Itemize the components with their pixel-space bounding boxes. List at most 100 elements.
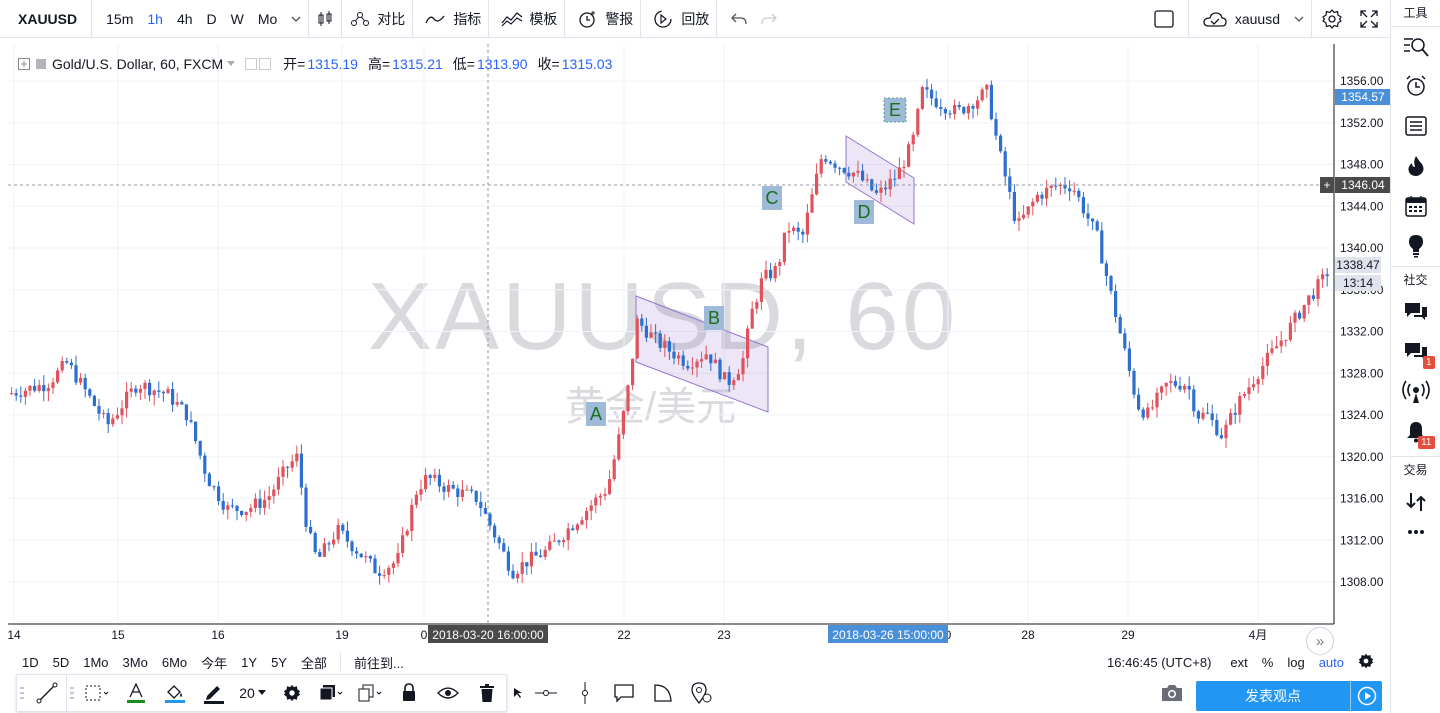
drag-handle-icon[interactable]: [67, 675, 77, 711]
candle: [612, 454, 616, 482]
interval-4h[interactable]: 4h: [176, 10, 193, 27]
expand-icon[interactable]: [18, 58, 30, 70]
notifications-bell-icon[interactable]: 11: [1391, 412, 1440, 452]
line-width-dropdown[interactable]: 20: [233, 675, 272, 711]
range-1y[interactable]: 1Y: [241, 654, 258, 670]
camera-snapshot-icon[interactable]: [1160, 683, 1184, 706]
settings-gear-icon[interactable]: [272, 675, 311, 711]
news-icon[interactable]: [1391, 106, 1440, 146]
divider: [488, 0, 490, 38]
watchlist-search-icon[interactable]: [1390, 26, 1440, 66]
trash-icon[interactable]: [467, 675, 506, 711]
hotlist-flame-icon[interactable]: [1391, 146, 1440, 186]
trend-line-icon[interactable]: [27, 675, 66, 711]
gear-icon[interactable]: [1312, 0, 1352, 38]
candle: [874, 183, 878, 195]
candle: [686, 360, 690, 372]
candle: [723, 372, 727, 380]
ext-toggle[interactable]: ext: [1230, 654, 1248, 670]
select-area-icon[interactable]: [77, 675, 116, 711]
candle: [920, 85, 924, 111]
callout-icon[interactable]: [604, 675, 643, 711]
interval-mo[interactable]: Mo: [257, 10, 278, 27]
more-dots-icon[interactable]: [1391, 522, 1440, 542]
legend-chevron-icon[interactable]: [227, 61, 236, 67]
candle: [37, 379, 41, 393]
visibility-eye-icon[interactable]: [428, 675, 467, 711]
indicators-button[interactable]: 指标: [413, 0, 488, 38]
redo-icon[interactable]: [754, 0, 784, 38]
range-1mo[interactable]: 1Mo: [83, 654, 109, 670]
range-3mo[interactable]: 3Mo: [122, 654, 148, 670]
alerts-button[interactable]: 警报: [565, 0, 640, 38]
candle: [957, 101, 961, 111]
candle: [1302, 304, 1306, 323]
replay-button[interactable]: 回放: [641, 0, 716, 38]
fullscreen-layout-icon[interactable]: [1147, 0, 1188, 38]
interval-d[interactable]: D: [206, 10, 217, 27]
range-6mo[interactable]: 6Mo: [161, 654, 188, 670]
publish-idea-button[interactable]: 发表观点: [1196, 681, 1382, 711]
ideas-lightbulb-icon[interactable]: [1391, 226, 1440, 266]
interval-1h[interactable]: 1h: [147, 10, 163, 27]
drag-handle-icon[interactable]: [17, 675, 27, 711]
percent-toggle[interactable]: %: [1261, 654, 1274, 670]
horizontal-ray-icon[interactable]: [526, 675, 565, 711]
private-chat-icon[interactable]: 1: [1391, 332, 1440, 372]
range-1d[interactable]: 1D: [22, 654, 39, 670]
range-ytd[interactable]: 今年: [201, 655, 228, 671]
trading-panel-icon[interactable]: [1391, 482, 1440, 522]
symbol-search[interactable]: XAUUSD: [18, 10, 78, 27]
chat-icon[interactable]: [1391, 292, 1440, 332]
clone-icon[interactable]: [350, 675, 389, 711]
line-color-pen-icon[interactable]: [194, 675, 233, 711]
price-tick-label: 1356.00: [1340, 74, 1384, 88]
divider: [564, 0, 566, 38]
interval-dropdown-chevron-icon[interactable]: [284, 0, 308, 38]
visibility-eye-icon[interactable]: [245, 58, 258, 70]
timezone-clock[interactable]: 16:46:45 (UTC+8): [1107, 654, 1212, 670]
interval-w[interactable]: W: [230, 10, 244, 27]
compare-button[interactable]: 对比: [342, 0, 412, 38]
candles-icon[interactable]: [309, 0, 341, 38]
play-circle-icon[interactable]: [1350, 681, 1382, 711]
lock-icon[interactable]: [389, 675, 428, 711]
range-5y[interactable]: 5Y: [271, 654, 287, 670]
candle: [1095, 219, 1099, 232]
curve-icon[interactable]: [643, 675, 682, 711]
range-5d[interactable]: 5D: [52, 654, 70, 670]
streams-broadcast-icon[interactable]: [1391, 372, 1440, 412]
location-alert-icon[interactable]: [682, 675, 721, 711]
legend-title[interactable]: Gold/U.S. Dollar, 60, FXCM: [52, 56, 224, 72]
divider: [66, 675, 67, 711]
text-color-icon[interactable]: [116, 675, 155, 711]
chart-pane[interactable]: Gold/U.S. Dollar, 60, FXCM 开= 1315.19 高= 1…: [8, 44, 1390, 655]
vertical-line-icon[interactable]: [565, 675, 604, 711]
goto-date-button[interactable]: 前往到...: [353, 655, 404, 671]
auto-toggle[interactable]: auto: [1318, 654, 1344, 670]
candle: [1233, 403, 1237, 424]
fill-color-icon[interactable]: [155, 675, 194, 711]
candle: [474, 490, 478, 506]
candle: [97, 398, 101, 421]
interval-15m[interactable]: 15m: [106, 10, 134, 27]
scroll-to-realtime-icon[interactable]: »: [1306, 627, 1334, 655]
candle: [727, 366, 731, 392]
cursor-small-icon[interactable]: [510, 675, 526, 711]
undo-icon[interactable]: [717, 0, 754, 38]
divider: [1311, 0, 1312, 38]
log-toggle[interactable]: log: [1287, 654, 1305, 670]
settings-small-icon[interactable]: [259, 58, 272, 70]
candle: [672, 343, 676, 365]
fullscreen-icon[interactable]: [1352, 0, 1390, 38]
alarm-icon[interactable]: [1391, 66, 1440, 106]
calendar-icon[interactable]: [1391, 186, 1440, 226]
candlestick-chart[interactable]: A B C D E 1356.00 1352.00 1348.00 1344.00 13…: [8, 44, 1390, 648]
layers-icon[interactable]: [311, 675, 350, 711]
templates-button[interactable]: 模板: [489, 0, 564, 38]
line-width-value: 20: [239, 685, 255, 701]
cloud-save-button[interactable]: xauusd: [1189, 0, 1311, 38]
chart-settings-gear-icon[interactable]: [1351, 653, 1390, 672]
candle: [1049, 184, 1053, 197]
range-all[interactable]: 全部: [300, 655, 327, 671]
